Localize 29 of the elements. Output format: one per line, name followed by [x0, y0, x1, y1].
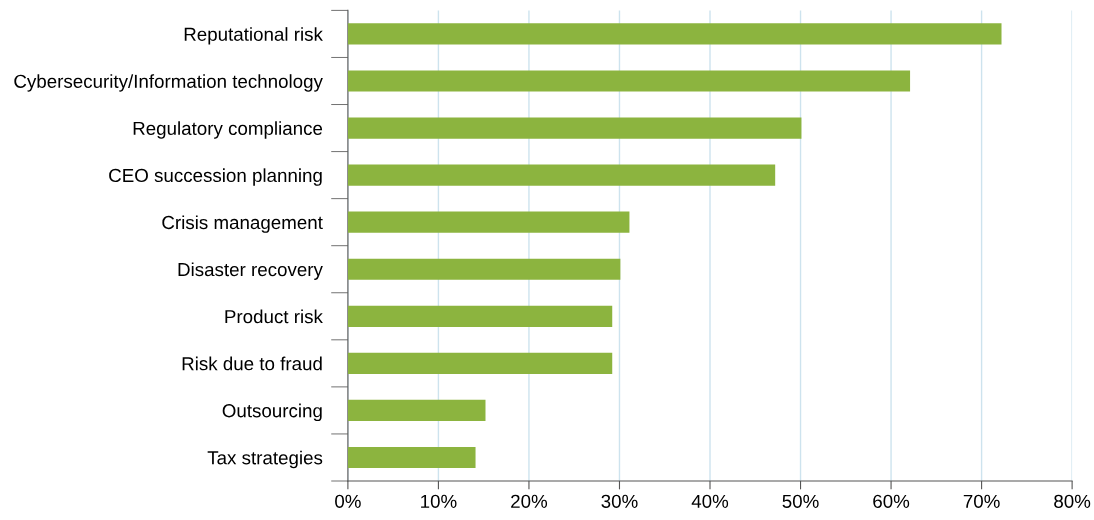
x-tick-label: 30% — [601, 494, 638, 508]
x-tick-label: 70% — [963, 494, 1000, 508]
x-tick-label: 40% — [691, 494, 729, 508]
x-tick-label: 0% — [335, 494, 361, 508]
y-tick-label: Outsourcing — [222, 403, 322, 422]
bar — [347, 258, 621, 280]
bar — [347, 305, 613, 327]
y-tick-label: Regulatory compliance — [133, 121, 323, 139]
y-tick-label: Product risk — [225, 309, 323, 324]
bar — [347, 23, 1002, 45]
bar — [347, 399, 486, 421]
bar — [347, 446, 476, 469]
y-tick-label: Risk due to fraud — [182, 356, 322, 371]
x-tick-label: 60% — [873, 494, 910, 508]
y-tick-label: Disaster recovery — [178, 262, 323, 280]
x-tick-label: 20% — [511, 494, 548, 508]
x-tick-label: 80% — [1054, 494, 1091, 508]
y-tick-label: Cybersecurity/Information technology — [14, 74, 323, 92]
y-tick-label: CEO succession planning — [109, 168, 322, 186]
bar — [347, 352, 613, 374]
y-tick-label: Reputational risk — [184, 27, 323, 45]
x-tick-label: 10% — [421, 494, 457, 508]
bar — [347, 70, 911, 92]
bar — [347, 211, 630, 233]
x-tick-label: 50% — [782, 494, 819, 508]
y-tick-label: Tax strategies — [207, 450, 323, 469]
y-tick-label: Crisis management — [162, 215, 323, 233]
bar — [347, 164, 776, 186]
bar — [347, 117, 802, 139]
